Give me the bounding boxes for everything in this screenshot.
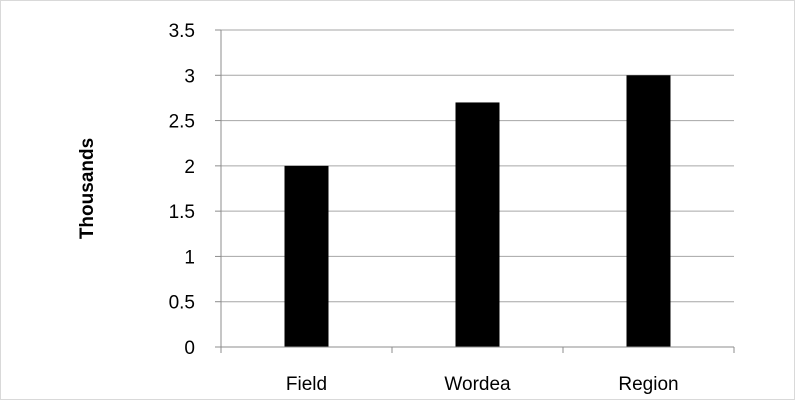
x-tick-label: Wordea: [444, 374, 511, 395]
x-tick-label: Field: [286, 374, 327, 395]
bars: [284, 75, 671, 348]
bar: [626, 75, 671, 348]
axes: [215, 29, 735, 353]
y-tick-labels: 0 0.5 1 1.5 2 2.5 3 3.5: [169, 21, 195, 359]
x-tick-label: Region: [618, 374, 678, 395]
y-tick-label: 3.5: [169, 21, 195, 42]
y-axis-title: Thousands: [77, 138, 98, 239]
y-tick-label: 2: [184, 157, 195, 178]
x-tick-labels: Field Wordea Region: [286, 374, 679, 395]
bar: [455, 102, 500, 347]
y-tick-label: 2.5: [169, 112, 195, 133]
bar: [284, 165, 329, 347]
y-tick-label: 0: [184, 338, 195, 359]
y-tick-label: 1.5: [169, 202, 195, 223]
y-tick-label: 0.5: [169, 293, 195, 314]
y-tick-label: 3: [184, 66, 195, 87]
y-tick-label: 1: [184, 247, 195, 268]
